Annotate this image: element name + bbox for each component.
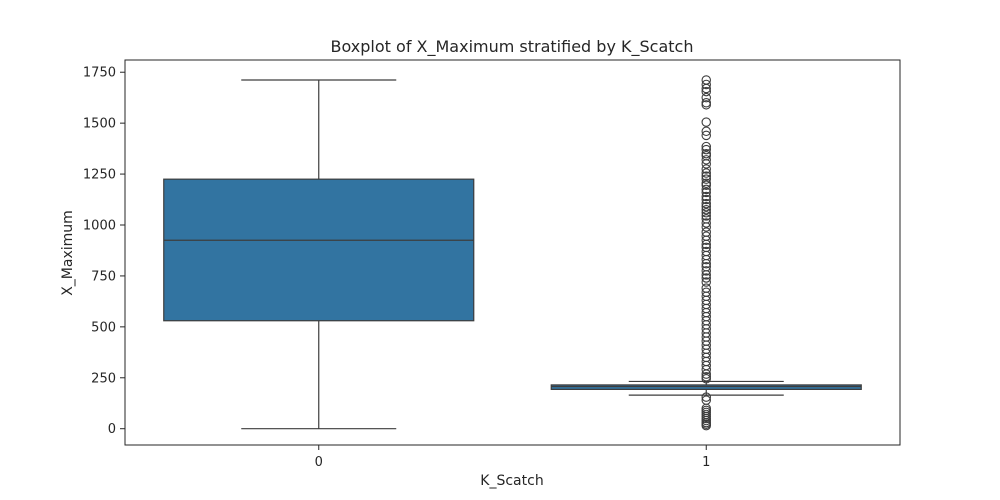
outlier-point bbox=[701, 174, 711, 184]
y-tick-label: 0 bbox=[108, 422, 116, 437]
y-tick-label: 500 bbox=[91, 320, 116, 335]
outlier-point bbox=[701, 266, 711, 276]
outlier-point bbox=[701, 191, 711, 202]
outlier-point bbox=[701, 198, 711, 209]
outlier-point bbox=[701, 164, 711, 174]
outlier-point bbox=[701, 392, 711, 402]
outlier-point bbox=[701, 98, 711, 108]
x-axis-title: K_Scatch bbox=[480, 473, 543, 489]
outlier-point bbox=[701, 184, 711, 195]
outlier-point bbox=[701, 187, 711, 198]
outlier-point bbox=[701, 144, 711, 155]
iqr-box bbox=[550, 384, 862, 390]
outlier-point bbox=[701, 277, 711, 287]
outlier-point bbox=[701, 239, 711, 250]
outlier-point bbox=[701, 222, 711, 232]
outlier-point bbox=[701, 171, 711, 181]
y-tick-label: 1250 bbox=[83, 168, 116, 183]
y-tick-label: 250 bbox=[91, 371, 116, 386]
outlier-point bbox=[701, 130, 711, 141]
outlier-point bbox=[701, 364, 711, 375]
iqr-box bbox=[163, 178, 475, 322]
outlier-point bbox=[701, 180, 711, 191]
outlier-point bbox=[701, 369, 711, 379]
outlier-point bbox=[701, 374, 711, 384]
y-tick-label: 750 bbox=[91, 269, 116, 284]
outlier-point bbox=[701, 218, 711, 228]
outlier-point bbox=[701, 83, 711, 94]
outlier-point bbox=[701, 201, 711, 212]
y-tick-label: 1500 bbox=[83, 117, 116, 132]
y-axis-title: X_Maximum bbox=[60, 210, 76, 296]
outlier-point bbox=[701, 92, 711, 103]
outlier-point bbox=[701, 258, 711, 269]
outlier-point bbox=[701, 273, 711, 283]
outlier-point bbox=[701, 211, 711, 221]
outlier-point bbox=[701, 117, 711, 127]
outlier-point bbox=[701, 208, 711, 218]
outlier-point bbox=[701, 235, 711, 246]
outlier-point bbox=[701, 86, 711, 97]
outlier-point bbox=[701, 141, 711, 152]
plot-frame bbox=[124, 59, 901, 446]
outlier-point bbox=[701, 126, 711, 137]
chart-title: Boxplot of X_Maximum stratified by K_Sca… bbox=[331, 37, 694, 57]
outlier-point bbox=[701, 194, 711, 205]
outlier-point bbox=[701, 168, 711, 178]
outlier-point bbox=[701, 204, 711, 215]
x-tick-label: 0 bbox=[315, 455, 323, 470]
outlier-point bbox=[701, 100, 711, 110]
outlier-point bbox=[701, 254, 711, 265]
outlier-point bbox=[701, 420, 711, 431]
y-tick-label: 1000 bbox=[83, 219, 116, 234]
outlier-point bbox=[701, 159, 711, 169]
outlier-point bbox=[701, 79, 711, 90]
x-tick-label: 1 bbox=[702, 455, 710, 470]
outlier-point bbox=[701, 270, 711, 280]
outlier-point bbox=[701, 155, 711, 165]
y-tick-label: 1750 bbox=[83, 66, 116, 81]
